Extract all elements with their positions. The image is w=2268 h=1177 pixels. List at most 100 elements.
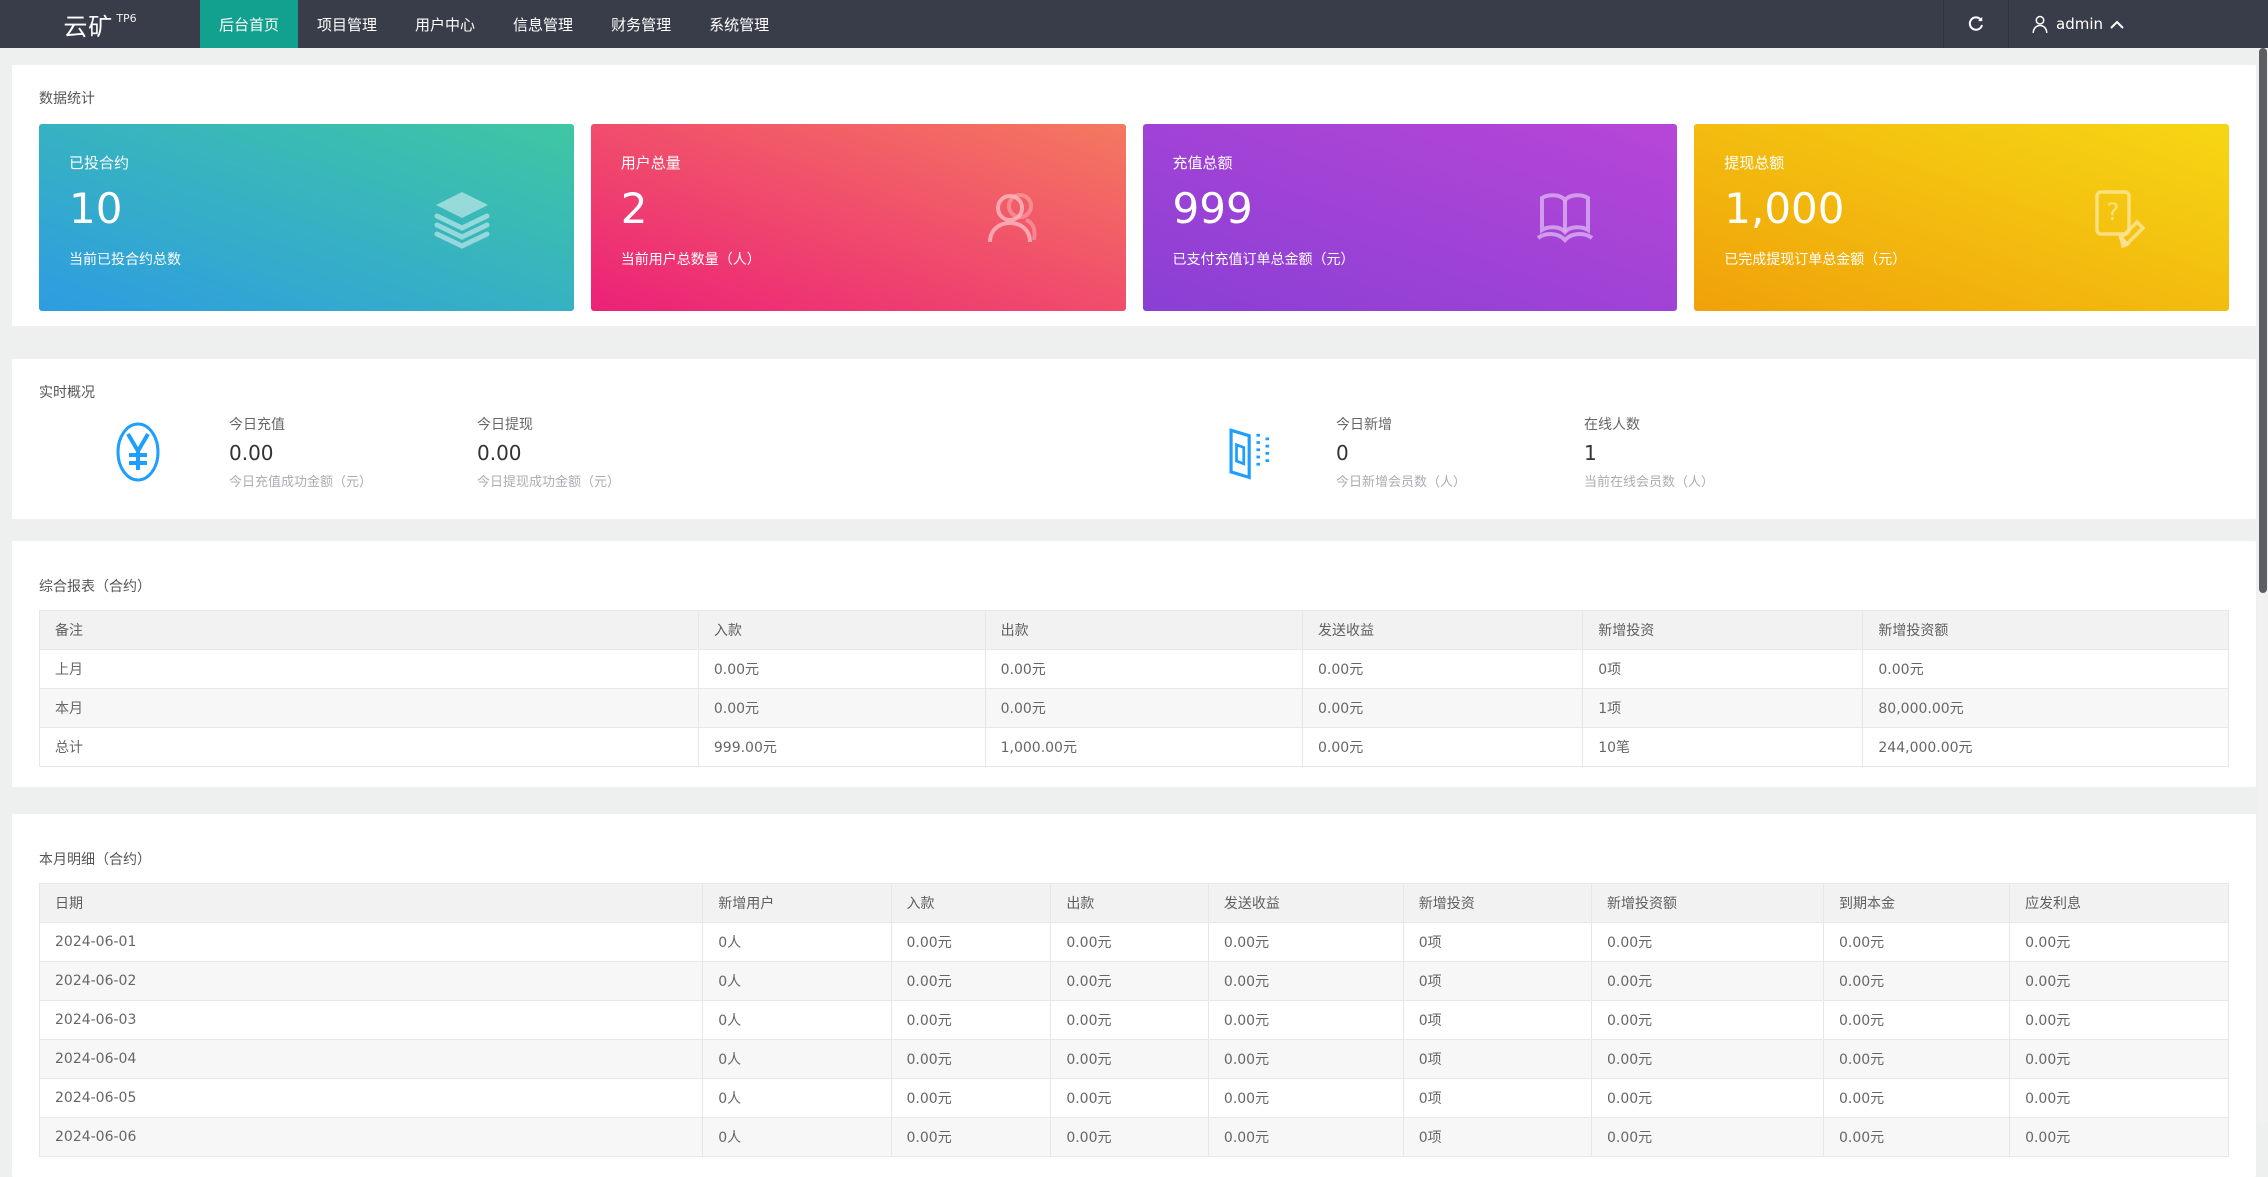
table-cell: 0.00元 xyxy=(2010,962,2229,1001)
table-cell: 总计 xyxy=(40,728,699,767)
column-header: 入款 xyxy=(891,884,1051,923)
stat-card-users: 用户总量 2 当前用户总数量（人） xyxy=(591,124,1126,311)
nav-item-home[interactable]: 后台首页 xyxy=(200,0,298,48)
stat-label: 今日充值 xyxy=(229,414,477,434)
table-cell: 0.00元 xyxy=(891,1118,1051,1157)
column-header: 发送收益 xyxy=(1208,884,1403,923)
table-cell: 0.00元 xyxy=(1591,1001,1823,1040)
realtime-panel-title: 实时概况 xyxy=(27,374,2241,402)
table-cell: 0.00元 xyxy=(985,689,1302,728)
table-header-row: 备注入款出款发送收益新增投资新增投资额 xyxy=(40,611,2229,650)
logo-superscript: TP6 xyxy=(116,12,136,25)
table-row: 2024-06-060人0.00元0.00元0.00元0项0.00元0.00元0… xyxy=(40,1118,2229,1157)
detail-table: 日期新增用户入款出款发送收益新增投资新增投资额到期本金应发利息 2024-06-… xyxy=(39,883,2229,1157)
column-header: 出款 xyxy=(985,611,1302,650)
stat-value: 0.00 xyxy=(477,441,725,465)
table-cell: 0.00元 xyxy=(2010,923,2229,962)
nav-item-users[interactable]: 用户中心 xyxy=(396,0,494,48)
table-cell: 80,000.00元 xyxy=(1863,689,2229,728)
table-cell: 0.00元 xyxy=(1591,1040,1823,1079)
table-cell: 0人 xyxy=(703,1118,891,1157)
stat-desc: 当前在线会员数（人） xyxy=(1584,471,1832,490)
table-cell: 2024-06-01 xyxy=(40,923,703,962)
person-icon xyxy=(2031,14,2049,34)
nav-item-projects[interactable]: 项目管理 xyxy=(298,0,396,48)
table-cell: 0.00元 xyxy=(1824,1001,2010,1040)
table-cell: 0项 xyxy=(1403,1040,1591,1079)
realtime-panel: 实时概况 今日充值 0.00 今日充值成功金额（元） xyxy=(12,359,2256,519)
card-desc: 当前用户总数量（人） xyxy=(621,249,1096,269)
table-cell: 0.00元 xyxy=(1051,1001,1209,1040)
card-desc: 当前已投合约总数 xyxy=(69,249,544,269)
table-cell: 0.00元 xyxy=(1824,962,2010,1001)
stat-desc: 今日充值成功金额（元） xyxy=(229,471,477,490)
table-cell: 0.00元 xyxy=(1208,923,1403,962)
table-cell: 0.00元 xyxy=(1591,1118,1823,1157)
table-cell: 0.00元 xyxy=(1051,962,1209,1001)
user-menu[interactable]: admin xyxy=(2009,0,2146,48)
card-title: 已投合约 xyxy=(69,152,544,173)
stat-label: 在线人数 xyxy=(1584,414,1832,434)
table-cell: 0项 xyxy=(1403,1079,1591,1118)
table-cell: 0.00元 xyxy=(1303,728,1583,767)
table-cell: 0.00元 xyxy=(891,1001,1051,1040)
table-cell: 2024-06-03 xyxy=(40,1001,703,1040)
table-cell: 2024-06-02 xyxy=(40,962,703,1001)
nav-item-finance[interactable]: 财务管理 xyxy=(592,0,690,48)
stat-label: 今日提现 xyxy=(477,414,725,434)
detail-table-wrap: 日期新增用户入款出款发送收益新增投资新增投资额到期本金应发利息 2024-06-… xyxy=(39,883,2229,1157)
table-cell: 本月 xyxy=(40,689,699,728)
table-row: 上月0.00元0.00元0.00元0项0.00元 xyxy=(40,650,2229,689)
card-title: 提现总额 xyxy=(1724,152,2199,173)
table-cell: 0.00元 xyxy=(1051,1079,1209,1118)
card-title: 用户总量 xyxy=(621,152,1096,173)
realtime-row: 今日充值 0.00 今日充值成功金额（元） 今日提现 0.00 今日提现成功金额… xyxy=(27,414,2241,490)
table-cell: 2024-06-04 xyxy=(40,1040,703,1079)
column-header: 备注 xyxy=(40,611,699,650)
svg-text:?: ? xyxy=(2107,198,2120,226)
stat-value: 0 xyxy=(1336,441,1584,465)
column-header: 出款 xyxy=(1051,884,1209,923)
building-icon xyxy=(1222,420,1280,484)
table-cell: 0.00元 xyxy=(1208,962,1403,1001)
doc-question-icon: ? xyxy=(2085,186,2149,250)
navbar-right-controls: admin xyxy=(1943,0,2146,48)
nav-item-system[interactable]: 系统管理 xyxy=(690,0,788,48)
table-cell: 0项 xyxy=(1403,962,1591,1001)
table-cell: 0人 xyxy=(703,1001,891,1040)
realtime-stat-online: 在线人数 1 当前在线会员数（人） xyxy=(1584,414,1832,490)
column-header: 入款 xyxy=(698,611,985,650)
table-cell: 999.00元 xyxy=(698,728,985,767)
realtime-stat-today-recharge: 今日充值 0.00 今日充值成功金额（元） xyxy=(229,414,477,490)
username: admin xyxy=(2056,15,2103,33)
scrollbar-thumb[interactable] xyxy=(2259,48,2267,593)
table-cell: 0项 xyxy=(1403,1001,1591,1040)
table-cell: 0.00元 xyxy=(1863,650,2229,689)
detail-table-title: 本月明细（合约） xyxy=(27,829,2241,869)
stat-desc: 今日提现成功金额（元） xyxy=(477,471,725,490)
realtime-group-members: 今日新增 0 今日新增会员数（人） 在线人数 1 当前在线会员数（人） xyxy=(1134,414,2241,490)
table-row: 2024-06-040人0.00元0.00元0.00元0项0.00元0.00元0… xyxy=(40,1040,2229,1079)
realtime-stat-today-withdraw: 今日提现 0.00 今日提现成功金额（元） xyxy=(477,414,725,490)
column-header: 到期本金 xyxy=(1824,884,2010,923)
refresh-button[interactable] xyxy=(1944,0,2008,48)
table-cell: 0.00元 xyxy=(1051,1040,1209,1079)
vertical-scrollbar[interactable] xyxy=(2258,48,2268,1123)
table-cell: 0.00元 xyxy=(1591,1079,1823,1118)
table-cell: 0人 xyxy=(703,962,891,1001)
table-cell: 2024-06-06 xyxy=(40,1118,703,1157)
stat-cards-row: 已投合约 10 当前已投合约总数 用户总量 2 当前用户总数量（人） xyxy=(27,124,2241,311)
app-logo[interactable]: 云矿 TP6 xyxy=(0,0,200,48)
column-header: 新增投资 xyxy=(1583,611,1863,650)
nav-item-info[interactable]: 信息管理 xyxy=(494,0,592,48)
table-cell: 1,000.00元 xyxy=(985,728,1302,767)
refresh-icon xyxy=(1966,14,1986,34)
stat-card-contracts: 已投合约 10 当前已投合约总数 xyxy=(39,124,574,311)
table-cell: 0.00元 xyxy=(1208,1118,1403,1157)
realtime-stat-new-members: 今日新增 0 今日新增会员数（人） xyxy=(1336,414,1584,490)
table-cell: 0.00元 xyxy=(2010,1040,2229,1079)
card-desc: 已支付充值订单总金额（元） xyxy=(1173,249,1648,269)
table-cell: 0.00元 xyxy=(1591,962,1823,1001)
column-header: 新增投资额 xyxy=(1863,611,2229,650)
layers-icon xyxy=(430,186,494,250)
